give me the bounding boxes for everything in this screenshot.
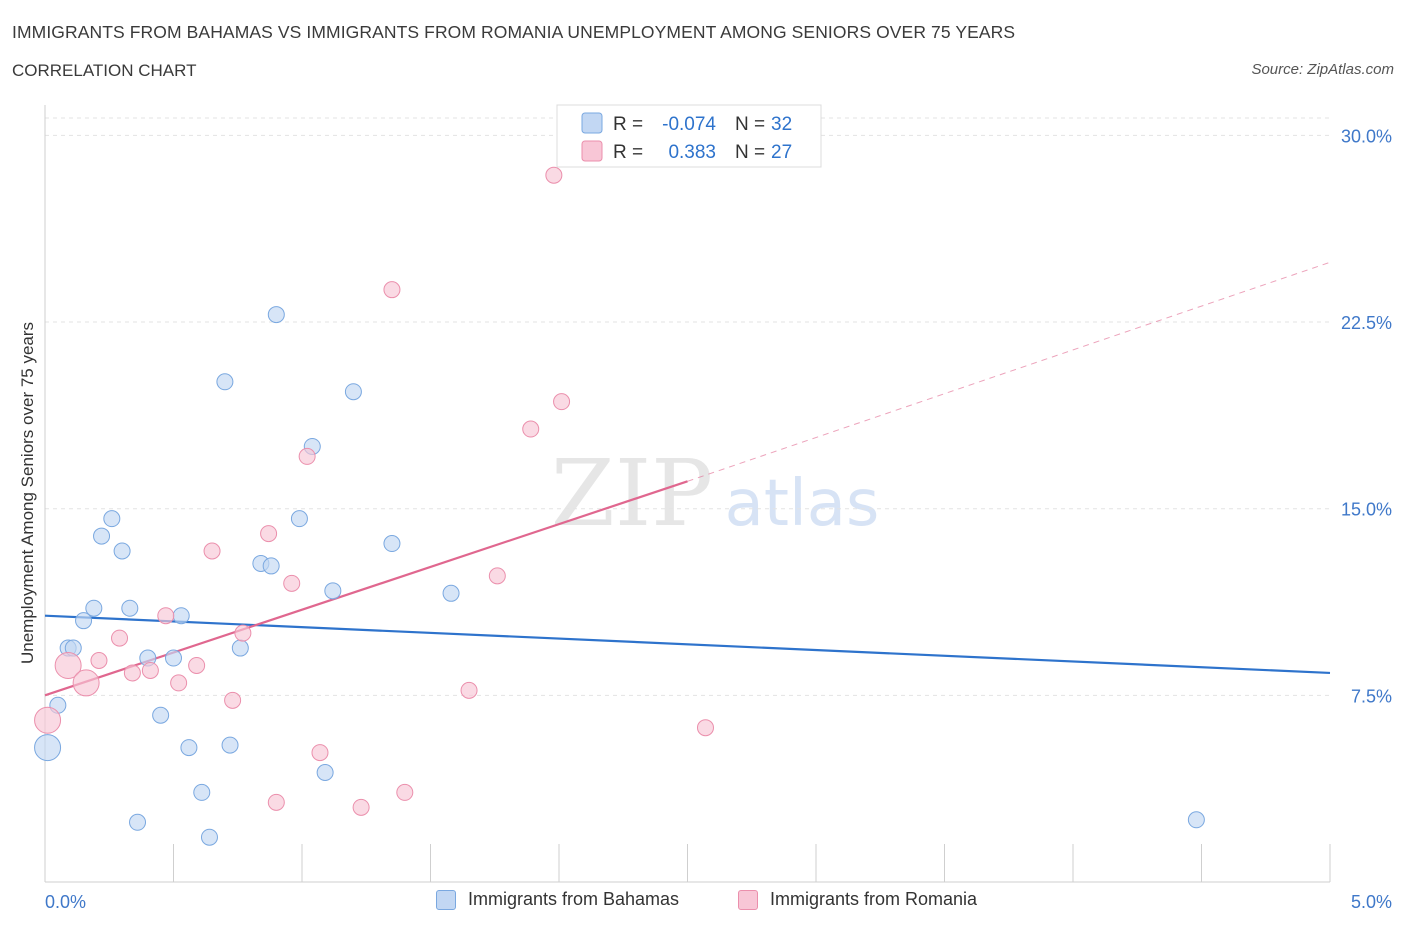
legend-swatch-romania (738, 889, 758, 910)
data-point-bahamas (200, 828, 218, 846)
chart-subtitle: CORRELATION CHART (12, 61, 197, 80)
data-point-bahamas (193, 783, 211, 801)
data-point-bahamas (121, 599, 139, 617)
y-tick-label: 22.5% (1341, 313, 1392, 333)
data-point-bahamas (103, 510, 121, 528)
data-point-bahamas (180, 739, 198, 757)
stats-n-value-bahamas: 32 (771, 114, 792, 135)
data-point-romania (553, 393, 571, 411)
data-point-romania (352, 798, 370, 816)
data-point-bahamas (172, 607, 190, 625)
legend-label-bahamas: Immigrants from Bahamas (468, 889, 680, 909)
data-points (34, 166, 1205, 846)
data-point-romania (545, 166, 563, 184)
data-point-bahamas (216, 373, 234, 391)
data-point-romania (123, 664, 141, 682)
data-point-bahamas (383, 535, 401, 553)
data-point-romania (460, 681, 478, 699)
data-point-bahamas (75, 612, 93, 630)
trend-line-romania-extension (687, 261, 1331, 482)
legend-item-romania: Immigrants from Romania (738, 889, 977, 910)
data-point-bahamas (34, 734, 62, 762)
data-point-bahamas (267, 306, 285, 324)
data-point-bahamas (113, 542, 131, 560)
data-point-romania (234, 624, 252, 642)
legend-label-romania: Immigrants from Romania (770, 889, 978, 909)
data-point-bahamas (152, 706, 170, 724)
stats-r-value-romania: 0.383 (668, 142, 716, 163)
data-point-bahamas (129, 813, 147, 831)
data-point-romania (170, 674, 188, 692)
x-axis-ticks (44, 844, 1331, 882)
x-tick-label-min: 0.0% (45, 892, 86, 912)
data-point-romania (396, 783, 414, 801)
data-point-romania (72, 669, 100, 697)
data-point-bahamas (262, 557, 280, 575)
data-point-romania (141, 661, 159, 679)
data-point-romania (90, 652, 108, 670)
y-axis-tick-labels: 7.5% 15.0% 22.5% 30.0% (1341, 126, 1392, 706)
data-point-romania (260, 525, 278, 543)
y-tick-label: 7.5% (1351, 686, 1392, 706)
data-point-bahamas (316, 763, 334, 781)
watermark-atlas: atlas (725, 467, 880, 541)
stats-swatch-bahamas (581, 112, 603, 134)
data-point-bahamas (231, 639, 249, 657)
trend-line-bahamas (44, 614, 1331, 675)
stats-r-label-bahamas: R = (613, 114, 643, 135)
stats-r-label-romania: R = (613, 142, 643, 163)
data-point-romania (488, 567, 506, 585)
data-point-romania (298, 447, 316, 465)
data-point-romania (383, 281, 401, 299)
legend-item-bahamas: Immigrants from Bahamas (436, 889, 679, 910)
data-point-bahamas (344, 383, 362, 401)
data-point-bahamas (324, 582, 342, 600)
data-point-romania (188, 656, 206, 674)
data-point-bahamas (165, 649, 182, 667)
legend-swatch-bahamas (436, 889, 456, 910)
source-credit: Source: ZipAtlas.com (1251, 61, 1394, 78)
watermark: ZIP atlas (551, 440, 879, 547)
data-point-romania (267, 793, 285, 811)
stats-r-value-bahamas: -0.074 (662, 114, 716, 135)
chart-title: IMMIGRANTS FROM BAHAMAS VS IMMIGRANTS FR… (12, 22, 1016, 42)
gridlines (45, 117, 1330, 696)
stats-n-value-romania: 27 (771, 142, 792, 163)
data-point-romania (157, 607, 175, 625)
data-point-romania (696, 719, 714, 737)
data-point-romania (311, 744, 329, 762)
x-tick-label-max: 5.0% (1351, 892, 1392, 912)
data-point-bahamas (85, 599, 103, 617)
data-point-romania (224, 691, 242, 709)
data-point-bahamas (221, 736, 239, 754)
data-point-romania (283, 574, 301, 592)
stats-n-label-bahamas: N = (735, 114, 765, 135)
data-point-romania (522, 420, 540, 438)
stats-swatch-romania (581, 140, 603, 162)
data-point-romania (54, 651, 82, 679)
y-tick-label: 30.0% (1341, 126, 1392, 146)
data-point-bahamas (93, 527, 111, 545)
stats-n-label-romania: N = (735, 142, 765, 163)
data-point-romania (203, 542, 221, 560)
data-point-bahamas (1187, 811, 1205, 829)
data-point-romania (111, 629, 129, 647)
y-tick-label: 15.0% (1341, 500, 1392, 520)
data-point-bahamas (442, 584, 460, 602)
stats-legend: R = -0.074 N = 32 R = 0.383 N = 27 (556, 104, 822, 168)
data-point-romania (34, 706, 62, 734)
data-point-bahamas (290, 510, 308, 528)
watermark-zip: ZIP (551, 440, 713, 547)
